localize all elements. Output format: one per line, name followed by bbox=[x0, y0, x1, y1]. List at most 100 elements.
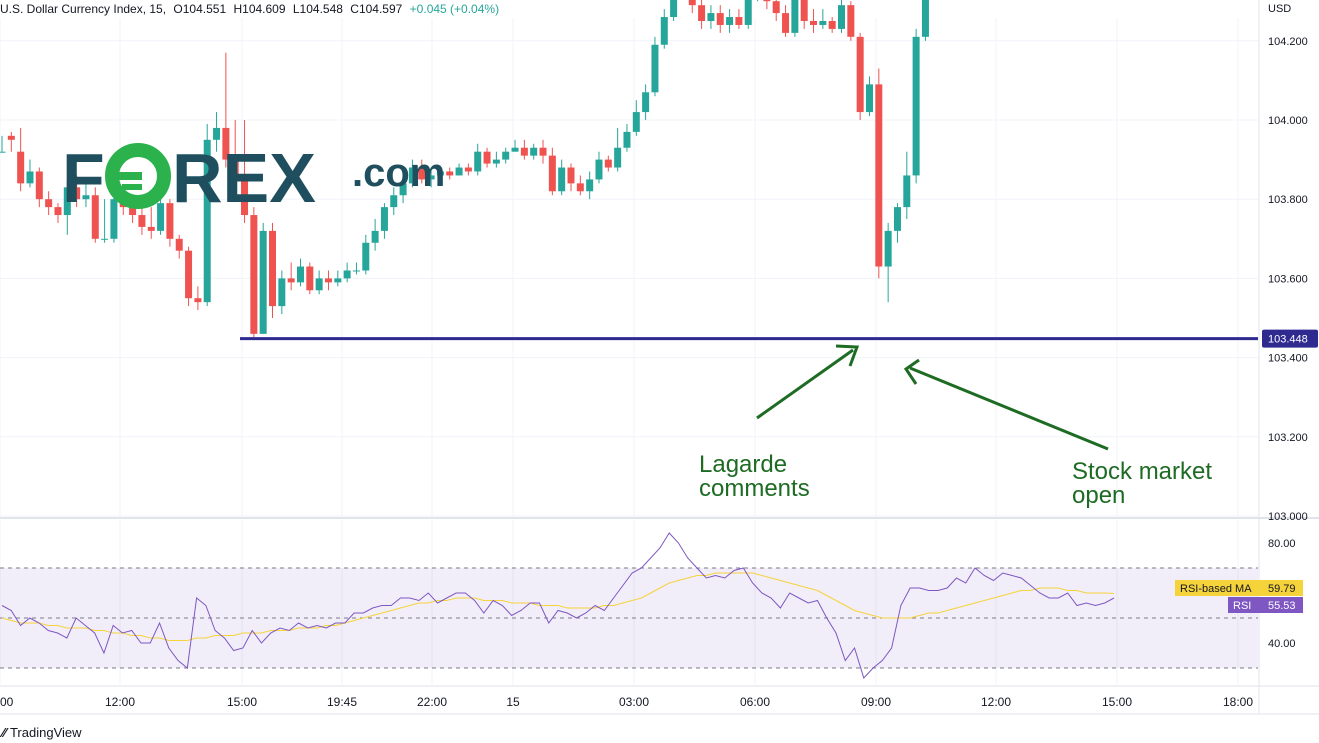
axis-currency: USD bbox=[1268, 3, 1291, 15]
candle-body bbox=[586, 179, 594, 192]
candle-body bbox=[0, 151, 6, 153]
candle-body bbox=[101, 238, 109, 240]
candle-body bbox=[287, 278, 295, 283]
candle-body bbox=[614, 147, 622, 168]
tradingview-logo-icon: ⁄⁄ bbox=[2, 725, 10, 740]
candle-body bbox=[269, 230, 277, 307]
candle-body bbox=[726, 17, 734, 25]
rsi-line bbox=[1, 532, 1115, 679]
candle-body bbox=[63, 187, 71, 216]
candle-body bbox=[194, 298, 202, 303]
candle-body bbox=[306, 266, 314, 291]
time-tick-label: 19:45 bbox=[327, 695, 357, 709]
time-tick-label: 15:00 bbox=[1102, 695, 1132, 709]
candle-body bbox=[520, 147, 528, 156]
candle-body bbox=[222, 127, 230, 160]
price-tick-label: 103.200 bbox=[1268, 432, 1308, 444]
annotation-lagarde: Lagarde comments bbox=[699, 451, 810, 502]
candle-body bbox=[129, 207, 137, 216]
candle-body bbox=[865, 84, 873, 113]
candle-body bbox=[35, 171, 43, 200]
candle-body bbox=[91, 195, 99, 239]
symbol-title[interactable]: U.S. Dollar Currency Index, 15, bbox=[0, 2, 167, 16]
candle-body bbox=[772, 1, 780, 14]
time-tick-label: 18:00 bbox=[1223, 695, 1253, 709]
annotation-stock-open: Stock market open bbox=[1072, 458, 1213, 509]
forex-logo: F REX .com bbox=[62, 140, 445, 210]
ohlc-change: +0.045 (+0.04%) bbox=[409, 2, 500, 16]
candle-body bbox=[856, 36, 864, 113]
candle-body bbox=[921, 0, 929, 37]
candle-body bbox=[548, 155, 556, 192]
candle-body bbox=[828, 21, 836, 29]
candle-body bbox=[707, 13, 715, 21]
candle-body bbox=[576, 183, 584, 192]
candle-body bbox=[446, 171, 454, 176]
rsi-legend: RSI bbox=[1233, 600, 1251, 612]
price-tick-label: 104.000 bbox=[1268, 115, 1308, 127]
candle-body bbox=[698, 5, 706, 21]
candle-body bbox=[371, 230, 379, 243]
rsi-tick-label: 80.00 bbox=[1268, 538, 1296, 550]
candle-body bbox=[408, 167, 416, 184]
candle-body bbox=[296, 266, 304, 283]
candle-body bbox=[45, 199, 53, 208]
candle-body bbox=[838, 5, 846, 29]
ohlc-close: C104.597 bbox=[350, 2, 403, 16]
time-tick-label: 22:00 bbox=[417, 695, 447, 709]
support-price-tag-bg bbox=[1262, 329, 1318, 348]
time-tick-label: 00 bbox=[0, 695, 14, 709]
candle-body bbox=[175, 238, 183, 251]
candle-body bbox=[259, 230, 267, 334]
annotation-arrow-stock-open bbox=[909, 366, 1109, 451]
rsi-band bbox=[0, 568, 1258, 668]
candle-body bbox=[315, 278, 323, 291]
candle-body bbox=[819, 21, 827, 25]
candle-body bbox=[17, 151, 25, 184]
time-tick-label: 12:00 bbox=[981, 695, 1011, 709]
candle-body bbox=[73, 187, 81, 200]
candle-body bbox=[763, 0, 771, 2]
candle-body bbox=[744, 0, 752, 25]
candle-body bbox=[82, 195, 90, 200]
rsi-ma-line bbox=[1, 572, 1115, 641]
candle-body bbox=[800, 0, 808, 22]
candle-body bbox=[390, 195, 398, 208]
candle-body bbox=[558, 167, 566, 192]
candle-body bbox=[623, 131, 631, 148]
tradingview-brand[interactable]: ⁄⁄ TradingView bbox=[2, 725, 82, 740]
time-tick-label: 06:00 bbox=[740, 695, 770, 709]
tradingview-label: TradingView bbox=[9, 725, 82, 740]
candle-body bbox=[110, 199, 118, 239]
candle-body bbox=[502, 151, 510, 160]
time-tick-label: 15:00 bbox=[227, 695, 257, 709]
candle-body bbox=[791, 0, 799, 33]
candle-body bbox=[241, 175, 249, 216]
candle-body bbox=[670, 0, 678, 18]
candle-body bbox=[362, 242, 370, 271]
candle-body bbox=[138, 215, 146, 227]
candle-body bbox=[418, 167, 426, 180]
chart-header: U.S. Dollar Currency Index, 15, O104.551… bbox=[0, 2, 503, 16]
candle-body bbox=[651, 44, 659, 93]
price-tick-label: 103.000 bbox=[1268, 511, 1308, 523]
candle-body bbox=[483, 151, 491, 164]
ohlc-low: L104.548 bbox=[292, 2, 343, 16]
price-tick-label: 103.800 bbox=[1268, 194, 1308, 206]
candle-body bbox=[782, 13, 790, 33]
candle-body bbox=[157, 203, 165, 231]
time-tick-label: 12:00 bbox=[105, 695, 135, 709]
arrowhead-icon bbox=[835, 344, 860, 367]
candle-body bbox=[893, 207, 901, 231]
candle-body bbox=[427, 175, 435, 180]
candle-body bbox=[810, 21, 818, 25]
rsi-ma-legend: RSI-based MA bbox=[1180, 583, 1252, 595]
support-price-tag: 103.448 bbox=[1268, 334, 1308, 346]
candle-body bbox=[884, 230, 892, 267]
candle-body bbox=[530, 147, 538, 156]
candle-body bbox=[847, 5, 855, 37]
candle-body bbox=[539, 147, 547, 156]
candle-body bbox=[250, 215, 258, 334]
rsi-ma-value: 59.79 bbox=[1268, 583, 1296, 595]
